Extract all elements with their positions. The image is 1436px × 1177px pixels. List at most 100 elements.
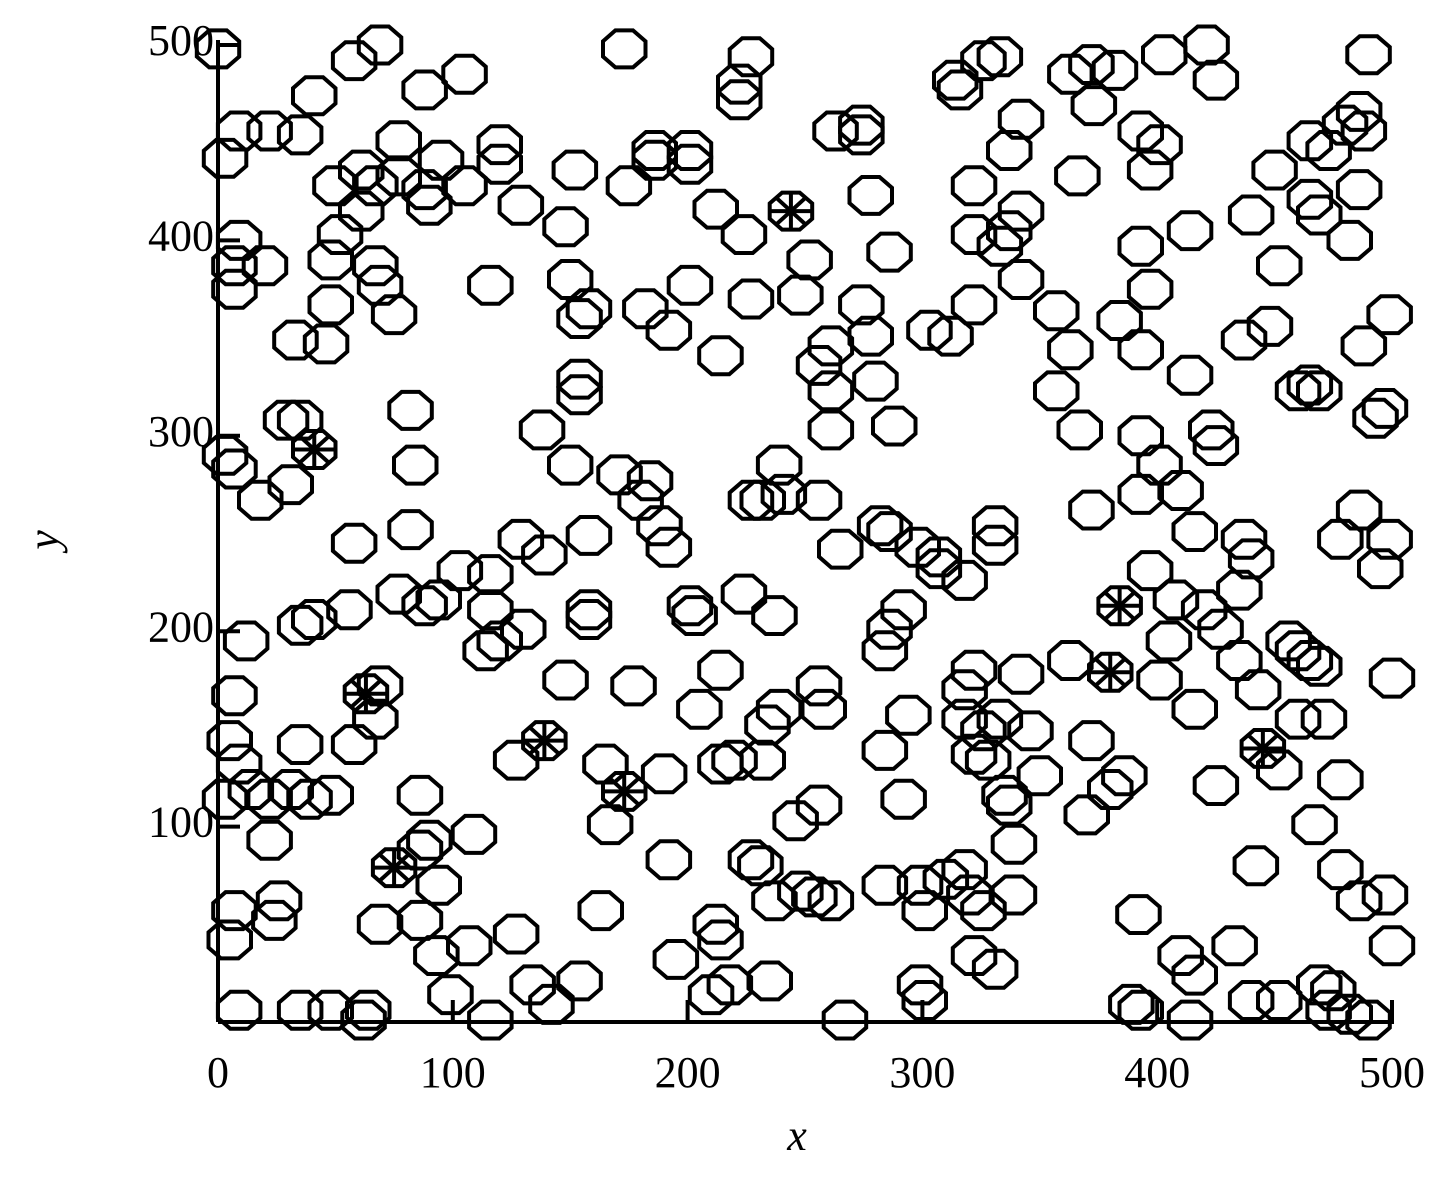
marker-circle [565, 599, 613, 640]
marker-circle [755, 444, 803, 486]
marker-circle [1126, 550, 1174, 592]
marker-circle [307, 284, 354, 326]
point [276, 989, 324, 1031]
marker-circle [370, 294, 418, 336]
marker-asterisk [297, 433, 332, 466]
point [1136, 659, 1183, 701]
marker-circle [795, 479, 843, 521]
marker-circle [1192, 59, 1240, 101]
marker-circle [795, 665, 843, 707]
point [387, 509, 434, 551]
point [997, 190, 1045, 232]
point [387, 389, 434, 431]
point [307, 989, 354, 1031]
point [1033, 370, 1080, 412]
marker-circle [1096, 300, 1143, 341]
marker-circle [964, 739, 1012, 781]
marker-circle [1007, 710, 1054, 752]
marker-circle [476, 620, 523, 662]
point [1047, 329, 1094, 371]
marker-circle [1239, 728, 1287, 769]
marker-circle [1063, 794, 1110, 836]
point [375, 120, 422, 162]
marker-asterisk [607, 775, 642, 808]
marker-circle [727, 479, 775, 521]
point [847, 175, 894, 216]
point [772, 800, 819, 842]
point [596, 454, 643, 496]
marker-circle [676, 688, 723, 730]
marker-circle [476, 124, 523, 166]
point [626, 460, 674, 502]
marker-circle [692, 903, 739, 945]
marker-circle [497, 184, 545, 226]
marker-circle [946, 874, 993, 916]
marker-circle [666, 264, 714, 306]
marker-circle [739, 739, 786, 781]
marker-circle [307, 989, 354, 1031]
point [1286, 178, 1334, 220]
point [415, 864, 462, 906]
point [542, 206, 589, 248]
point [401, 169, 448, 211]
point [396, 829, 444, 871]
point [666, 143, 714, 185]
marker-circle [1227, 194, 1275, 236]
point [222, 620, 270, 662]
marker-circle [1101, 755, 1148, 797]
point [976, 225, 1024, 267]
point [241, 245, 289, 287]
point [671, 595, 718, 636]
marker-circle [861, 729, 909, 771]
marker-circle [1183, 24, 1230, 66]
point [1265, 620, 1312, 662]
marker-circle [497, 518, 545, 560]
point [1361, 874, 1409, 916]
point [345, 989, 392, 1031]
marker-circle [727, 36, 775, 78]
point [542, 659, 589, 701]
marker-circle [861, 630, 909, 672]
marker-circle [1296, 370, 1343, 412]
x-axis-label: x [786, 1111, 807, 1160]
marker-circle [406, 184, 453, 226]
point [1296, 370, 1343, 412]
point [1117, 415, 1164, 457]
point [518, 409, 566, 451]
point [330, 40, 378, 82]
marker-circle [1068, 720, 1115, 762]
marker-circle [556, 358, 603, 400]
marker-circle [1368, 657, 1416, 699]
marker-circle [1335, 91, 1383, 132]
point [375, 573, 422, 615]
marker-circle [601, 28, 648, 70]
point [521, 534, 568, 576]
marker-circle [375, 120, 422, 162]
point [417, 139, 465, 181]
marker-circle [1091, 49, 1139, 91]
point [1234, 669, 1282, 711]
point [467, 589, 514, 631]
marker-circle [342, 673, 390, 715]
marker-circle [201, 778, 249, 820]
marker-circle [1136, 124, 1183, 166]
marker-circle [666, 143, 714, 185]
point [807, 409, 855, 451]
point [194, 28, 242, 70]
point [237, 479, 284, 521]
marker-circle [255, 880, 303, 922]
point [1192, 425, 1240, 466]
marker-circle [215, 989, 263, 1031]
marker-circle [950, 214, 998, 255]
marker-circle [1220, 319, 1268, 361]
point [960, 710, 1007, 752]
point [622, 288, 669, 330]
marker-circle [467, 554, 514, 595]
x-tick-label: 500 [1359, 1048, 1425, 1097]
point [446, 925, 493, 967]
point [645, 839, 693, 881]
point [631, 139, 678, 181]
marker-circle [1166, 354, 1214, 396]
marker-circle [291, 75, 338, 117]
